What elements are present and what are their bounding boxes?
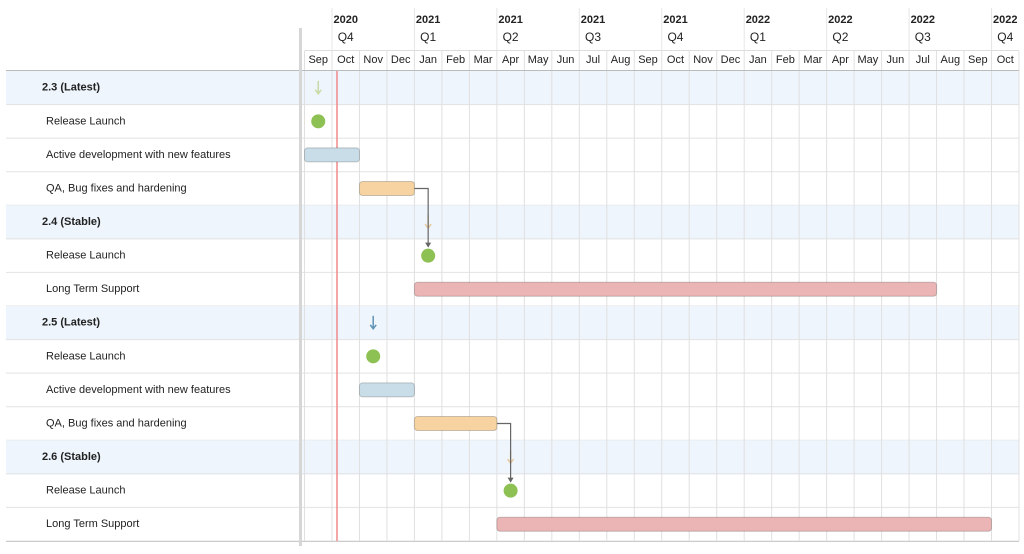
quarter-year: 2022 xyxy=(746,14,770,26)
task-label: Release Launch xyxy=(46,350,126,362)
task-label: Active development with new features xyxy=(46,149,231,161)
group-label: 2.5 (Latest) xyxy=(42,317,100,329)
milestone xyxy=(503,483,518,498)
task-label: QA, Bug fixes and hardening xyxy=(46,417,187,429)
task-bar xyxy=(358,382,415,398)
quarter-year: 2020 xyxy=(333,14,357,26)
month-label: Sep xyxy=(638,54,658,66)
quarter-year: 2021 xyxy=(581,14,605,26)
quarter-label: Q3 xyxy=(915,30,931,44)
task-bar xyxy=(358,181,415,196)
month-label: Sep xyxy=(308,54,328,66)
group-row xyxy=(6,440,1019,474)
quarter-label: Q4 xyxy=(338,30,354,44)
task-bar xyxy=(413,281,938,297)
task-label: Release Launch xyxy=(46,485,126,497)
milestone xyxy=(421,248,436,263)
month-label: Aug xyxy=(611,54,631,66)
quarter-label: Q4 xyxy=(667,30,683,44)
month-label: May xyxy=(528,54,549,66)
quarter-label: Q1 xyxy=(420,30,436,44)
quarter-label: Q2 xyxy=(503,30,519,44)
group-label: 2.6 (Stable) xyxy=(42,451,101,463)
grid: Sep Oct Nov Dec Jan Feb Mar Apr May Jun Jul Aug Sep O… xyxy=(304,8,1020,541)
month-label: Oct xyxy=(337,54,354,66)
month-label: Mar xyxy=(803,54,822,66)
group-row xyxy=(6,205,1019,239)
dependency-line xyxy=(496,422,512,482)
quarter-label: Q4 xyxy=(997,30,1013,44)
month-label: Apr xyxy=(502,54,519,66)
month-label: Jul xyxy=(916,54,930,66)
group-marker xyxy=(369,315,377,331)
task-bar xyxy=(304,147,360,163)
quarter-year: 2022 xyxy=(828,14,852,26)
group-marker-head xyxy=(369,324,377,331)
group-label: 2.3 (Latest) xyxy=(42,82,100,94)
month-label: Aug xyxy=(941,54,961,66)
month-label: Dec xyxy=(721,54,741,66)
month-label: Jan xyxy=(749,54,767,66)
month-label: Oct xyxy=(997,54,1014,66)
group-marker-head xyxy=(314,89,322,96)
month-label: Feb xyxy=(446,54,465,66)
group-row xyxy=(6,306,1019,340)
quarter-label: Q3 xyxy=(585,30,601,44)
group-row xyxy=(6,71,1019,105)
month-label: Jan xyxy=(419,54,437,66)
quarter-label: Q2 xyxy=(832,30,848,44)
month-label: Jun xyxy=(886,54,904,66)
group-label: 2.4 (Stable) xyxy=(42,216,101,228)
dependency-line xyxy=(414,187,429,247)
milestone xyxy=(311,114,326,129)
month-label: Sep xyxy=(968,54,988,66)
month-label: Apr xyxy=(832,54,849,66)
quarter-year: 2021 xyxy=(663,14,687,26)
month-label: Jun xyxy=(557,54,575,66)
quarter-year: 2022 xyxy=(993,14,1017,26)
task-bar xyxy=(496,516,993,532)
month-label: Dec xyxy=(391,54,411,66)
quarter-year: 2021 xyxy=(498,14,522,26)
month-label: Mar xyxy=(474,54,493,66)
task-label: QA, Bug fixes and hardening xyxy=(46,182,187,194)
task-label: Release Launch xyxy=(46,250,126,262)
month-label: Nov xyxy=(693,54,713,66)
panel-divider xyxy=(299,28,302,546)
task-label: Release Launch xyxy=(46,115,126,127)
month-label: Feb xyxy=(776,54,795,66)
task-label: Active development with new features xyxy=(46,384,231,396)
quarter-year: 2022 xyxy=(911,14,935,26)
task-bar xyxy=(413,416,498,431)
group-marker xyxy=(314,80,322,96)
dependency-arrow xyxy=(425,242,432,248)
rows: 2.3 (Latest) Release Launch Active develop… xyxy=(6,71,1019,542)
quarter-label: Q1 xyxy=(750,30,766,44)
task-label: Long Term Support xyxy=(46,518,139,530)
milestone xyxy=(366,349,381,364)
month-label: Nov xyxy=(363,54,383,66)
task-label: Long Term Support xyxy=(46,283,139,295)
month-label: May xyxy=(857,54,878,66)
month-label: Jul xyxy=(586,54,600,66)
marks xyxy=(304,80,993,532)
dependency-arrow xyxy=(507,477,514,483)
month-label: Oct xyxy=(667,54,684,66)
quarter-year: 2021 xyxy=(416,14,440,26)
